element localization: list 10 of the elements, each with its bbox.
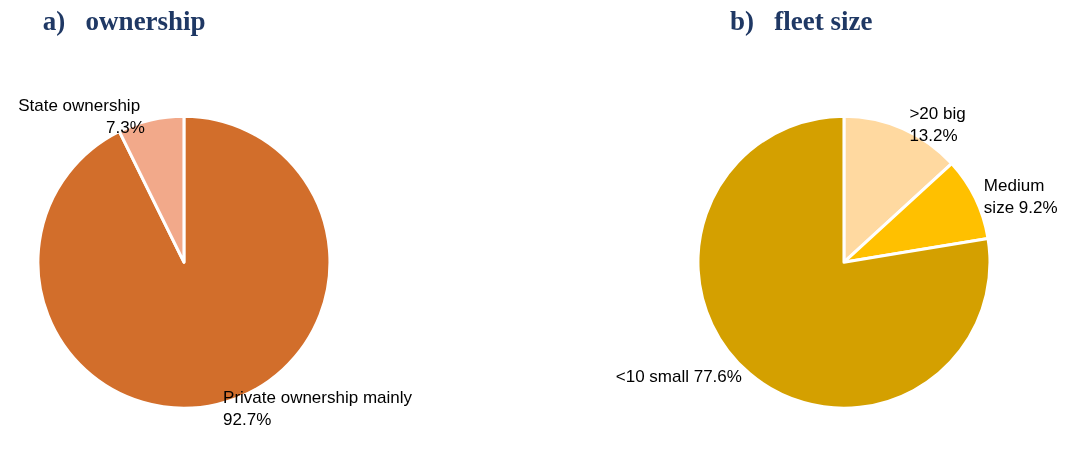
chart-title: b) fleet size — [729, 5, 873, 36]
slice-label: <10 small 77.6% — [615, 367, 742, 387]
data-label: 92.7% — [223, 409, 272, 429]
slice-label: State ownership — [18, 95, 145, 115]
chart-title: a) ownership — [42, 5, 206, 36]
slice-label: Medium size 9.2% — [983, 176, 1058, 218]
data-label: 13.2% — [909, 126, 958, 146]
slice-label: Private ownership mainly — [223, 387, 417, 407]
slice-label: >20 big — [909, 104, 971, 124]
data-label: 7.3% — [106, 117, 145, 137]
